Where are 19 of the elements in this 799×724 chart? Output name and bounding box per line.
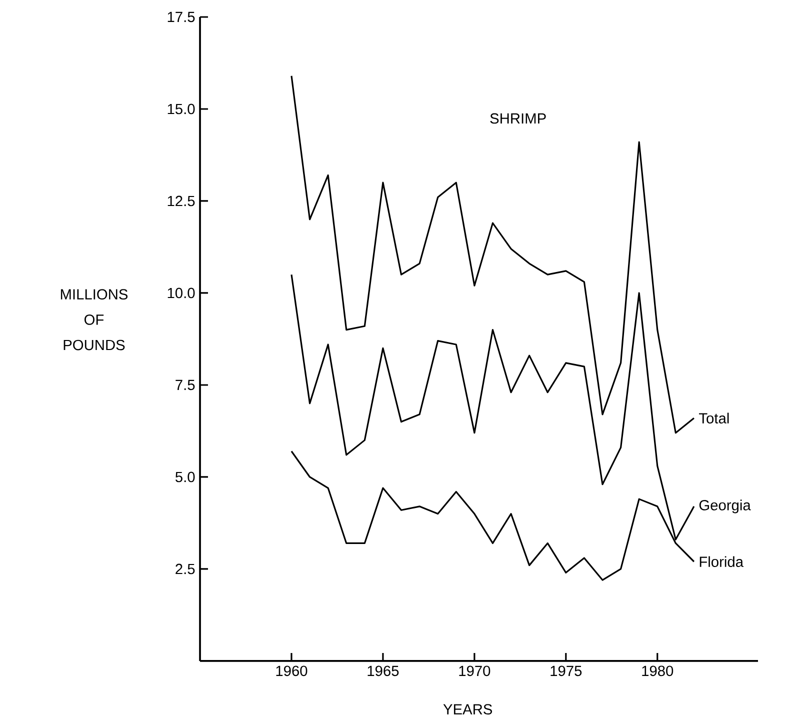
y-tick-label: 10.0 xyxy=(168,288,195,298)
x-tick-label: 1980 xyxy=(642,666,674,676)
series-label: Georgia xyxy=(699,500,751,514)
series-label: Florida xyxy=(700,556,744,568)
y-tick-label: 2.5 xyxy=(176,564,195,574)
y-tick-label: 7.5 xyxy=(176,380,195,390)
series-label: Total xyxy=(699,412,729,424)
x-tick-label: 1975 xyxy=(550,666,582,676)
line-series xyxy=(290,75,695,434)
y-tick-label: 12.5 xyxy=(168,196,195,206)
x-tick-label: 1960 xyxy=(276,666,308,676)
x-tick-label: 1970 xyxy=(459,666,490,676)
x-axis-title: YEARS xyxy=(443,704,492,714)
x-tick-label: 1965 xyxy=(368,666,399,676)
y-tick-label: 15.0 xyxy=(168,104,195,114)
y-tick-label: 5.0 xyxy=(175,472,195,482)
text: SHRIMP xyxy=(490,113,546,124)
y-tick-label: 17.5 xyxy=(168,12,195,22)
y-axis-title: MILLIONS OF POUNDS xyxy=(60,289,128,350)
